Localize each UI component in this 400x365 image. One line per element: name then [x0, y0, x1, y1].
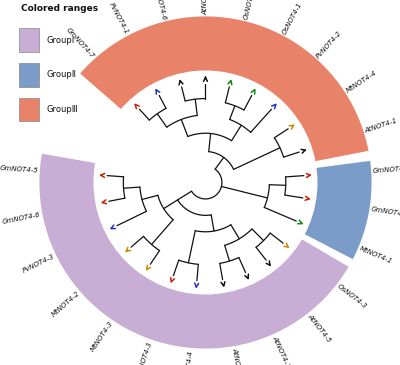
Text: PvNOT4-4: PvNOT4-4	[185, 350, 194, 365]
Text: AtNOT4-6: AtNOT4-6	[154, 0, 168, 20]
Text: OsNOT4-1: OsNOT4-1	[282, 1, 304, 36]
Text: AtNOT4-2: AtNOT4-2	[232, 347, 244, 365]
Text: Colored ranges: Colored ranges	[21, 4, 98, 13]
Bar	[19, 28, 40, 52]
Text: MtNOT4-2: MtNOT4-2	[50, 291, 81, 318]
Text: GmNOT4-6: GmNOT4-6	[2, 212, 41, 225]
Text: MtNOT4-3: MtNOT4-3	[89, 320, 114, 353]
Text: GmNOT4-5: GmNOT4-5	[0, 165, 38, 174]
Bar	[19, 63, 40, 87]
Bar	[19, 98, 40, 121]
Text: OsNOT4-2: OsNOT4-2	[243, 0, 258, 20]
Text: AtNOT4-1: AtNOT4-1	[364, 117, 398, 134]
Text: GroupⅠ: GroupⅠ	[47, 36, 75, 45]
Text: GmNOT4-2: GmNOT4-2	[371, 206, 400, 218]
Text: AtNOT4-3: AtNOT4-3	[271, 335, 290, 365]
Polygon shape	[80, 16, 368, 161]
Text: PvNOT4-1: PvNOT4-1	[108, 2, 129, 36]
Text: AtNOT4-4: AtNOT4-4	[202, 0, 208, 15]
Text: GroupⅡ: GroupⅡ	[47, 70, 77, 79]
Text: MtNOT4-4: MtNOT4-4	[345, 69, 378, 93]
Text: GmNOT4-7: GmNOT4-7	[65, 27, 95, 60]
Text: GmNOT4-4: GmNOT4-4	[373, 165, 400, 174]
Text: MtNOT4-1: MtNOT4-1	[359, 245, 394, 265]
Text: GroupⅢ: GroupⅢ	[47, 105, 78, 114]
Polygon shape	[304, 161, 372, 259]
Polygon shape	[40, 154, 348, 349]
Text: AtNOT4-5: AtNOT4-5	[306, 313, 332, 343]
Text: PvNOT4-2: PvNOT4-2	[316, 30, 343, 60]
Text: GmNOT4-3: GmNOT4-3	[135, 340, 154, 365]
Text: PvNOT4-3: PvNOT4-3	[22, 253, 56, 274]
Text: OsNOT4-3: OsNOT4-3	[336, 284, 368, 310]
Circle shape	[94, 71, 317, 294]
